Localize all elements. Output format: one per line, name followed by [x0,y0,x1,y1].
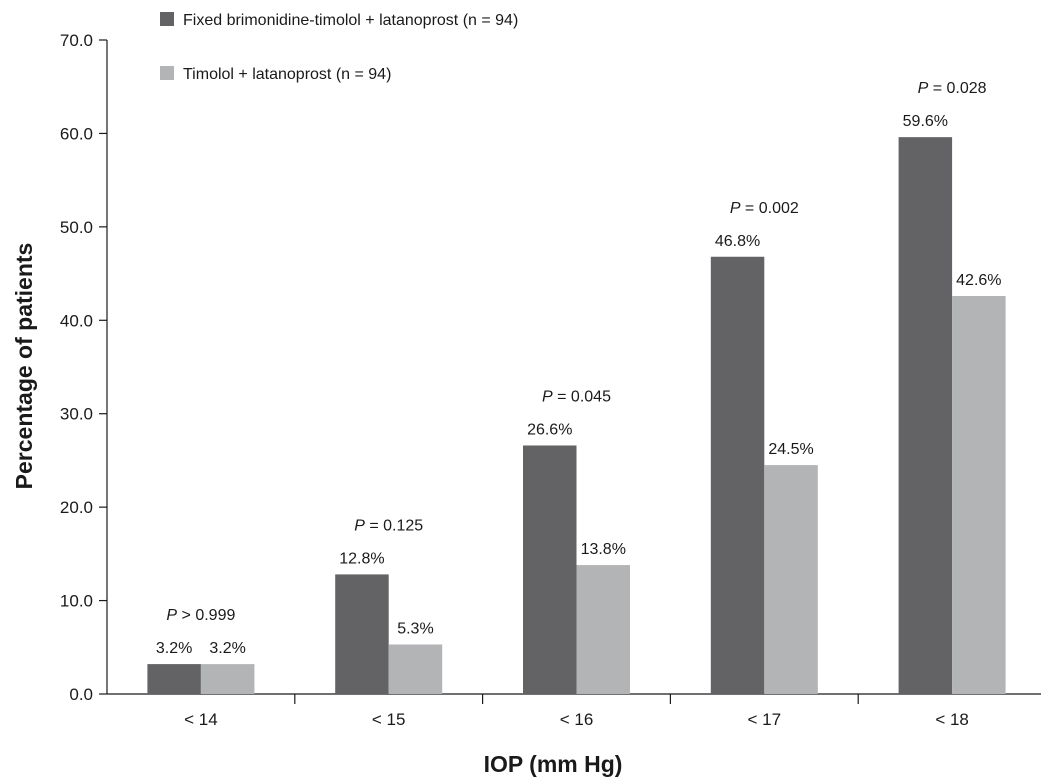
bar-timolol-latanoprost [764,465,818,694]
bars [147,137,1006,694]
legend-swatch [160,66,174,80]
y-tick-label: 70.0 [60,31,93,50]
bar-fixed-combination [898,137,953,694]
bar-data-label: 24.5% [768,441,813,458]
bar-fixed-combination [147,664,201,694]
x-tick-label: < 17 [748,710,782,729]
x-axis: < 14 < 15 < 16 < 17 < 18 [107,693,1041,729]
legend-label: Timolol + latanoprost (n = 94) [183,66,391,83]
bar-data-label: 3.2% [156,640,192,657]
bar-fixed-combination [710,256,765,694]
bar-data-label: 26.6% [527,421,572,438]
data-labels: 3.2% 3.2% 12.8% 5.3% 26.6% 13.8% 46.8% 24.5% 59.… [156,113,1002,657]
bar-data-label: 12.8% [339,550,384,567]
p-value-label: P > 0.999 [166,607,235,624]
bar-timolol-latanoprost [576,565,630,694]
x-tick-label: < 15 [372,710,406,729]
x-tick-label: < 18 [935,710,969,729]
bar-fixed-combination [523,445,577,694]
x-tick-label: < 16 [560,710,594,729]
y-tick-label: 0.0 [69,685,93,704]
p-value-label: P = 0.028 [918,80,987,97]
y-tick-label: 30.0 [60,405,93,424]
y-tick-label: 40.0 [60,311,93,330]
x-tick-label: < 14 [184,710,218,729]
bar-data-label: 3.2% [209,640,245,657]
bar-data-label: 42.6% [956,272,1001,289]
bar-data-label: 13.8% [581,541,626,558]
p-value-label: P = 0.002 [730,200,799,217]
p-value-label: P = 0.125 [354,517,423,534]
bar-timolol-latanoprost [200,664,255,694]
legend: Fixed brimonidine-timolol + latanoprost … [160,12,518,83]
y-axis-title: Percentage of patients [11,243,37,490]
x-axis-title: IOP (mm Hg) [484,751,623,777]
bar-timolol-latanoprost [952,295,1006,694]
bar-data-label: 5.3% [397,620,433,637]
y-tick-label: 60.0 [60,124,93,143]
y-tick-label: 10.0 [60,592,93,611]
legend-label: Fixed brimonidine-timolol + latanoprost … [183,12,518,29]
p-value-label: P = 0.045 [542,388,611,405]
legend-swatch [160,12,174,26]
bar-data-label: 46.8% [715,233,760,250]
y-axis: 0.0 10.0 20.0 30.0 40.0 50.0 60.0 70.0 [60,31,108,704]
bar-data-label: 59.6% [903,113,948,130]
y-tick-label: 50.0 [60,218,93,237]
bar-fixed-combination [335,574,389,694]
y-tick-label: 20.0 [60,498,93,517]
p-value-annotations: P > 0.999 P = 0.125 P = 0.045 P = 0.002 P = … [166,80,986,624]
bar-timolol-latanoprost [388,644,443,694]
